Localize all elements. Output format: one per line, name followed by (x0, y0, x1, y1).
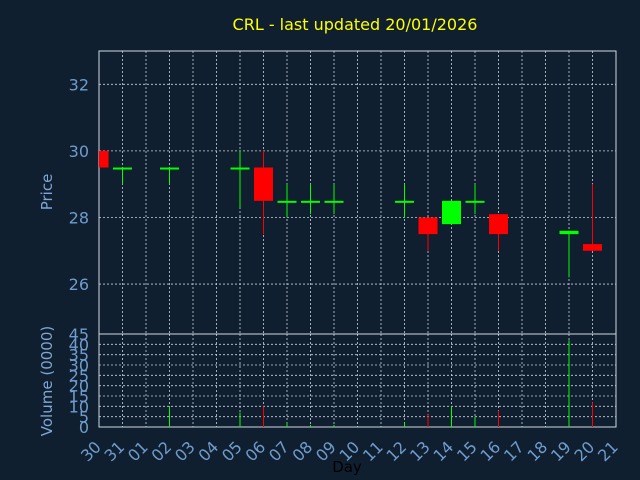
volume-tick-label: 35 (69, 346, 89, 365)
chart-title: CRL - last updated 20/01/2026 (233, 15, 478, 34)
candle-body (583, 244, 602, 251)
candle-body (277, 200, 297, 203)
x-tick-labels: 3031010203040506070809101112131415161718… (77, 437, 622, 465)
candle-body (442, 200, 461, 225)
candle-body (465, 200, 485, 203)
candle-body (489, 214, 508, 235)
candle-body (301, 200, 320, 203)
volume-tick-label: 30 (69, 356, 89, 375)
volume-tick-label: 15 (69, 387, 89, 406)
volume-tick-label: 10 (69, 397, 89, 416)
candle-body (230, 167, 250, 170)
day-axis-label: Day (332, 458, 362, 476)
price-tick-label: 32 (69, 75, 89, 94)
price-panel: 26 28 30 32 (69, 50, 617, 335)
x-tick-label: 21 (594, 437, 622, 465)
candle-body (113, 167, 132, 170)
candle-body (324, 200, 344, 203)
price-axis-label: Price (38, 174, 56, 211)
candle-body (418, 217, 438, 235)
volume-tick-label: 0 (79, 418, 89, 437)
price-tick-label: 28 (69, 208, 89, 227)
volume-tick-label: 20 (69, 377, 89, 396)
candle-body (99, 150, 109, 168)
price-tick-label: 30 (69, 142, 89, 161)
candle-body (395, 200, 414, 203)
volume-tick-label: 25 (69, 366, 89, 385)
volume-tick-label: 40 (69, 335, 89, 354)
volume-axis-label: Volume (0000) (38, 326, 56, 436)
candle-body (254, 167, 273, 201)
price-tick-label: 26 (69, 275, 89, 294)
candle-body (559, 230, 579, 235)
candle-body (160, 167, 179, 170)
volume-tick-label: 45 (69, 325, 89, 344)
candles (99, 150, 602, 278)
volume-tick-label: 5 (79, 408, 89, 427)
volume-frame (98, 333, 617, 428)
